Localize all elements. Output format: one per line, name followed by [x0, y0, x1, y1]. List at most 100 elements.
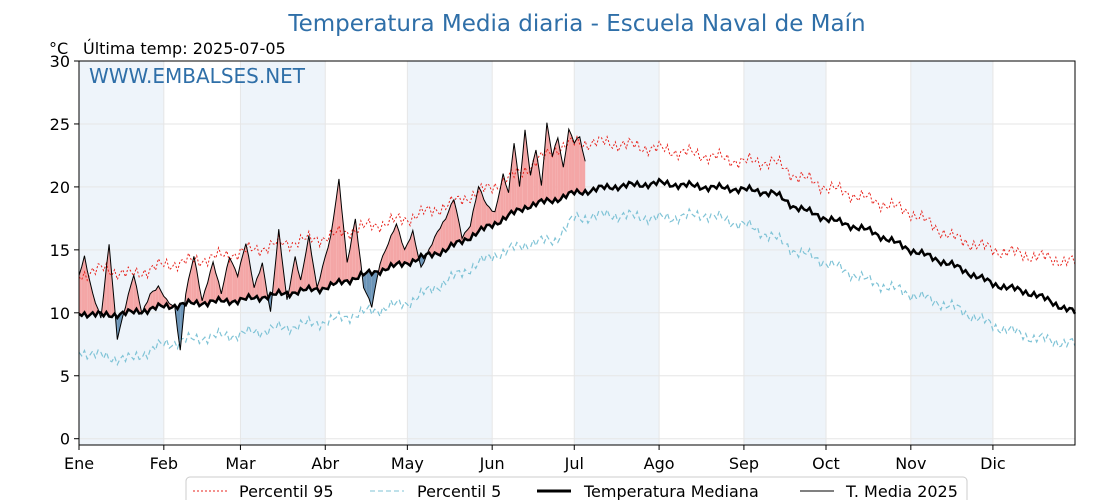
fill-above-median — [240, 253, 244, 299]
fill-above-median — [245, 243, 249, 300]
fill-above-median — [347, 249, 350, 284]
fill-above-median — [503, 173, 506, 220]
fill-below-median — [117, 314, 121, 340]
fill-above-median — [494, 200, 498, 225]
x-tick-label: Abr — [311, 454, 339, 473]
fill-above-median — [325, 247, 328, 290]
fill-above-median — [79, 266, 82, 316]
fill-above-median — [92, 293, 96, 317]
fill-above-median — [81, 255, 85, 316]
month-band — [407, 61, 493, 445]
fill-above-median — [254, 278, 257, 299]
fill-above-median — [150, 291, 153, 309]
fill-above-median — [262, 262, 266, 298]
fill-above-median — [552, 145, 556, 203]
last-temp-label: Última temp: 2025-07-05 — [83, 39, 286, 58]
watermark: WWW.EMBALSES.NET — [89, 64, 306, 88]
fill-above-median — [453, 199, 457, 247]
fill-above-median — [497, 188, 501, 225]
fill-above-median — [210, 261, 214, 301]
month-band — [240, 61, 326, 445]
fill-above-median — [355, 218, 359, 279]
y-tick-label: 0 — [60, 430, 70, 449]
y-tick-label: 10 — [50, 304, 70, 323]
x-tick-label: May — [391, 454, 424, 473]
fill-above-median — [281, 254, 285, 295]
fill-above-median — [243, 243, 246, 300]
fill-above-median — [440, 221, 443, 256]
fill-above-median — [538, 167, 542, 202]
fill-above-median — [319, 266, 323, 293]
fill-above-median — [577, 136, 580, 193]
fill-above-median — [196, 269, 200, 306]
fill-above-median — [204, 282, 208, 306]
fill-above-median — [486, 204, 490, 225]
fill-above-median — [232, 262, 235, 302]
fill-above-median — [300, 266, 304, 291]
fill-above-median — [352, 218, 356, 279]
x-axis-ticks: Ene Feb Mar Abr May Jun Jul Ago Sep Oct Nov Dic — [64, 445, 1006, 473]
fill-above-median — [303, 251, 307, 291]
fill-above-median — [555, 137, 558, 202]
fill-above-median — [224, 267, 227, 302]
fill-above-median — [336, 178, 339, 284]
x-tick-label: Oct — [812, 454, 840, 473]
fill-above-median — [478, 186, 482, 232]
fill-above-median — [328, 235, 331, 290]
fill-above-median — [308, 235, 312, 291]
legend-label-p5: Percentil 5 — [417, 482, 501, 500]
fill-above-median — [527, 153, 531, 209]
fill-above-median — [407, 239, 411, 266]
fill-above-median — [393, 223, 397, 267]
fill-above-median — [234, 268, 238, 304]
fill-above-median — [571, 135, 575, 195]
series-line-percentil-5 — [78, 207, 1076, 367]
fill-above-median — [451, 199, 454, 247]
fill-above-median — [229, 257, 233, 305]
fill-below-median — [270, 285, 274, 312]
anomaly-fills — [79, 122, 586, 351]
unit-label: °C — [49, 39, 68, 58]
fill-above-median — [505, 184, 509, 220]
fill-above-median — [358, 242, 361, 279]
fill-above-median — [385, 244, 389, 271]
fill-above-median — [109, 244, 112, 318]
fill-above-median — [276, 229, 279, 295]
series-line-media-2025 — [78, 122, 586, 351]
fill-above-median — [248, 256, 252, 299]
fill-above-median — [445, 212, 449, 252]
fill-above-median — [226, 257, 230, 305]
fill-above-median — [574, 138, 577, 195]
fill-above-median — [508, 166, 512, 215]
month-band — [743, 61, 826, 445]
fill-above-median — [582, 150, 586, 195]
fill-above-median — [519, 159, 523, 212]
legend: Percentil 95 Percentil 5 Temperatura Med… — [185, 476, 968, 500]
fill-above-median — [410, 230, 413, 266]
month-band — [79, 61, 164, 445]
fill-above-median — [388, 235, 391, 270]
fill-above-median — [341, 208, 345, 284]
fill-above-median — [483, 199, 487, 230]
fill-above-median — [278, 229, 282, 295]
fill-above-median — [516, 163, 520, 210]
y-tick-label: 30 — [50, 52, 70, 71]
legend-label-median: Temperatura Mediana — [583, 482, 759, 500]
fill-above-median — [311, 254, 315, 291]
fill-above-median — [152, 290, 156, 310]
fill-above-median — [412, 230, 416, 262]
fill-above-median — [481, 191, 484, 230]
fill-above-median — [191, 256, 194, 304]
x-tick-label: Nov — [895, 454, 926, 473]
fill-above-median — [568, 129, 572, 193]
fill-above-median — [442, 219, 446, 252]
legend-label-current: T. Media 2025 — [845, 482, 958, 500]
y-tick-label: 5 — [60, 367, 70, 386]
fill-above-median — [207, 271, 211, 306]
y-tick-label: 20 — [50, 178, 70, 197]
y-axis-ticks: 0 5 10 15 20 25 30 — [50, 52, 79, 449]
fill-above-median — [563, 149, 567, 198]
x-tick-label: Ene — [64, 454, 94, 473]
fill-above-median — [89, 281, 93, 315]
